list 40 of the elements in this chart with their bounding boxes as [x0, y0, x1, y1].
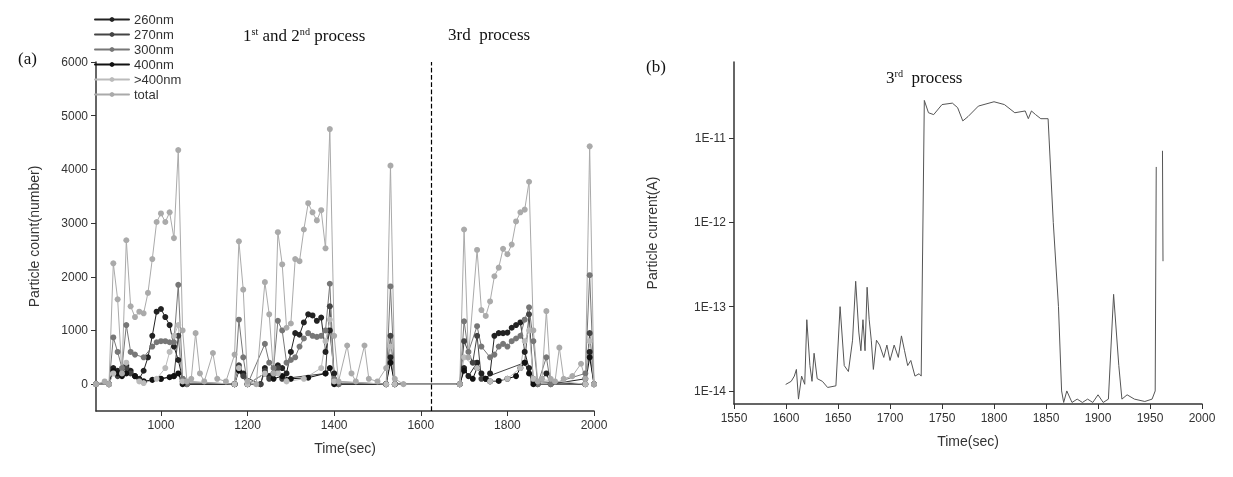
- x-tick-label: 1000: [147, 418, 175, 432]
- x-tick-label: 1900: [1084, 411, 1112, 425]
- y-tick-label: 6000: [61, 55, 89, 69]
- x-tick-label: 2000: [580, 418, 608, 432]
- legend-label: 260nm: [134, 12, 174, 27]
- text: (a): [18, 49, 37, 68]
- x-tick-label: 2000: [1188, 411, 1216, 425]
- x-tick-label: 1800: [980, 411, 1008, 425]
- legend-label: total: [134, 87, 159, 102]
- x-tick-label: 1400: [320, 418, 348, 432]
- y-tick-label: 1E-11: [694, 131, 727, 146]
- x-tick-label: 1550: [720, 411, 748, 425]
- y-tick-label: 0: [81, 377, 89, 392]
- y-tick-label: 5000: [61, 108, 89, 123]
- y-tick-label: 1000: [61, 323, 89, 338]
- y-tick-label: 2000: [61, 269, 89, 284]
- y-tick-label: 1E-14: [693, 383, 727, 398]
- x-tick-label: 1850: [1032, 411, 1060, 425]
- legend-label: 300nm: [134, 42, 174, 57]
- legend-label: 270nm: [134, 27, 174, 42]
- y-axis-title: Particle count(number): [26, 165, 42, 308]
- y-tick-label: 1E-12: [693, 215, 727, 230]
- y-axis-title: Particle current(A): [644, 176, 660, 290]
- x-axis-title: Time(sec): [314, 440, 376, 456]
- x-axis-title: Time(sec): [937, 433, 999, 449]
- y-tick-label: 3000: [61, 216, 89, 231]
- x-tick-label: 1600: [407, 418, 435, 432]
- legend-label: 400nm: [134, 57, 174, 72]
- x-tick-label: 1750: [928, 411, 956, 425]
- x-tick-label: 1950: [1136, 411, 1164, 425]
- y-tick-label: 4000: [61, 162, 89, 177]
- text: 3rd process: [448, 25, 531, 44]
- x-tick-label: 1200: [234, 418, 262, 432]
- x-tick-label: 1600: [772, 411, 800, 425]
- legend-label: >400nm: [134, 72, 182, 87]
- x-tick-label: 1700: [876, 411, 904, 425]
- x-tick-label: 1800: [494, 418, 522, 432]
- y-tick-label: 1E-13: [693, 299, 727, 314]
- text: (b): [646, 57, 666, 76]
- x-tick-label: 1650: [824, 411, 852, 425]
